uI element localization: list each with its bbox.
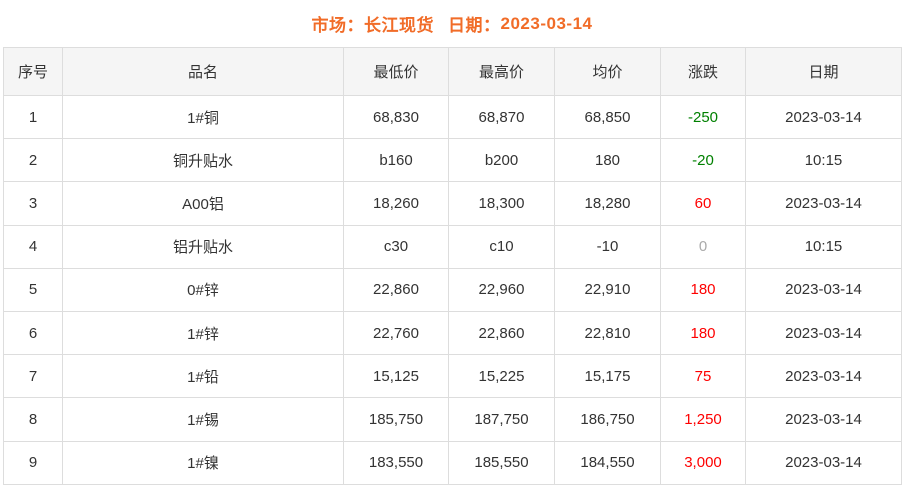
column-header-col-low: 最低价: [343, 47, 449, 96]
cell-change: 180: [660, 310, 746, 356]
cell-index: 4: [3, 224, 63, 269]
cell-date: 2023-03-14: [745, 310, 902, 356]
cell-name: 1#镍: [62, 440, 344, 485]
cell-change: 1,250: [660, 397, 746, 442]
cell-name: 铝升贴水: [62, 224, 344, 269]
cell-high: 15,225: [448, 354, 555, 399]
column-header-col-avg: 均价: [554, 47, 661, 96]
cell-name: 1#铅: [62, 354, 344, 399]
cell-avg: 184,550: [554, 440, 661, 485]
cell-change: 180: [660, 267, 746, 312]
cell-change: 0: [660, 224, 746, 269]
cell-avg: -10: [554, 224, 661, 269]
column-header-col-change: 涨跌: [660, 47, 746, 96]
cell-high: 68,870: [448, 94, 555, 140]
cell-date: 2023-03-14: [745, 397, 902, 442]
cell-change: 60: [660, 181, 746, 226]
cell-change: 3,000: [660, 440, 746, 485]
market-label: 市场：: [311, 16, 365, 35]
column-header-col-date: 日期: [745, 47, 902, 96]
cell-low: 185,750: [343, 397, 449, 442]
cell-index: 2: [3, 138, 63, 183]
table-row: 9 1#镍 183,550 185,550 184,550 3,000 2023-03-14: [3, 440, 902, 485]
column-header-col-name: 品名: [62, 47, 344, 96]
cell-date: 2023-03-14: [745, 94, 902, 140]
cell-low: 18,260: [343, 181, 449, 226]
cell-low: 183,550: [343, 440, 449, 485]
cell-name: 1#锌: [62, 310, 344, 356]
cell-name: 1#锡: [62, 397, 344, 442]
cell-low: b160: [343, 138, 449, 183]
cell-name: 铜升贴水: [62, 138, 344, 183]
cell-date: 2023-03-14: [745, 354, 902, 399]
cell-high: c10: [448, 224, 555, 269]
cell-change: -20: [660, 138, 746, 183]
cell-high: 18,300: [448, 181, 555, 226]
table-row: 1 1#铜 68,830 68,870 68,850 -250 2023-03-14: [3, 94, 902, 140]
cell-index: 5: [3, 267, 63, 312]
cell-date: 10:15: [745, 224, 902, 269]
cell-avg: 15,175: [554, 354, 661, 399]
table-row: 8 1#锡 185,750 187,750 186,750 1,250 2023-03-14: [3, 397, 902, 442]
table-row: 4 铝升贴水 c30 c10 -10 0 10:15: [3, 224, 902, 269]
cell-high: 185,550: [448, 440, 555, 485]
cell-high: 22,960: [448, 267, 555, 312]
cell-index: 6: [3, 310, 63, 356]
column-header-col-high: 最高价: [448, 47, 555, 96]
table-row: 6 1#锌 22,760 22,860 22,810 180 2023-03-14: [3, 310, 902, 356]
cell-index: 8: [3, 397, 63, 442]
cell-low: 22,760: [343, 310, 449, 356]
cell-avg: 180: [554, 138, 661, 183]
cell-avg: 18,280: [554, 181, 661, 226]
cell-high: b200: [448, 138, 555, 183]
cell-avg: 186,750: [554, 397, 661, 442]
table-row: 3 A00铝 18,260 18,300 18,280 60 2023-03-14: [3, 181, 902, 226]
cell-index: 3: [3, 181, 63, 226]
price-table: 序号 品名 最低价 最高价 均价 涨跌 日期 1 1#铜 68,830 68,870 68,850-…: [3, 47, 902, 485]
market-value: 长江现货: [364, 16, 435, 35]
cell-high: 22,860: [448, 310, 555, 356]
date-label: 日期：: [448, 16, 501, 35]
table-row: 5 0#锌 22,860 22,960 22,910 180 2023-03-14: [3, 267, 902, 312]
date-value: 2023-03-14: [500, 13, 593, 33]
cell-date: 2023-03-14: [745, 440, 902, 485]
table-header-row: 序号 品名 最低价 最高价 均价 涨跌 日期: [3, 47, 902, 96]
table-row: 7 1#铅 15,125 15,225 15,175 75 2023-03-14: [3, 354, 902, 399]
cell-date: 10:15: [745, 138, 902, 183]
cell-index: 9: [3, 440, 63, 485]
cell-high: 187,750: [448, 397, 555, 442]
page-title: 市场： 长江现货 日期： 2023-03-14: [0, 0, 904, 47]
column-header-col-index: 序号: [3, 47, 63, 96]
cell-date: 2023-03-14: [745, 181, 902, 226]
cell-name: 1#铜: [62, 94, 344, 140]
cell-index: 1: [3, 94, 63, 140]
cell-name: A00铝: [62, 181, 344, 226]
cell-name: 0#锌: [62, 267, 344, 312]
cell-avg: 68,850: [554, 94, 661, 140]
cell-low: 15,125: [343, 354, 449, 399]
cell-date: 2023-03-14: [745, 267, 902, 312]
cell-avg: 22,910: [554, 267, 661, 312]
cell-change: -250: [660, 94, 746, 140]
cell-avg: 22,810: [554, 310, 661, 356]
table-row: 2 铜升贴水 b160 b200 180 -20 10:15: [3, 138, 902, 183]
cell-low: c30: [343, 224, 449, 269]
cell-change: 75: [660, 354, 746, 399]
cell-index: 7: [3, 354, 63, 399]
cell-low: 68,830: [343, 94, 449, 140]
cell-low: 22,860: [343, 267, 449, 312]
